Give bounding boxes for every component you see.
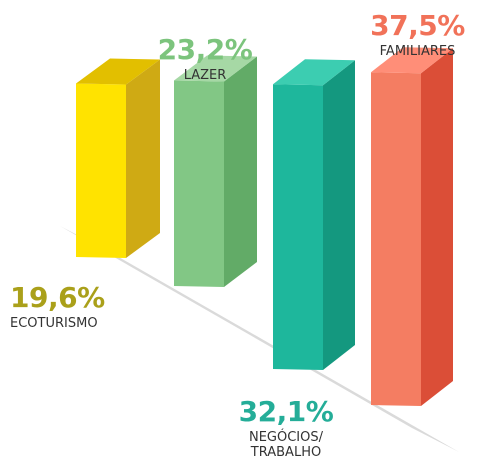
- bar-front-negocios-trabalho: [273, 84, 323, 370]
- floor-shadow: [60, 226, 459, 452]
- label-ecoturismo: 19,6% ECOTURISMO: [10, 284, 125, 332]
- value-label-lazer: 23,2%: [157, 33, 253, 66]
- label-lazer: 23,2% LAZER: [140, 36, 270, 84]
- label-negocios-trabalho: 32,1% NEGÓCIOS/ TRABALHO: [226, 398, 346, 461]
- bar-top-negocios-trabalho: [273, 59, 355, 86]
- category-label-negocios-trabalho: NEGÓCIOS/ TRABALHO: [248, 430, 324, 460]
- category-label-familiares: FAMILIARES: [379, 44, 456, 59]
- bar-top-ecoturismo: [76, 58, 160, 85]
- bar-top-familiares: [371, 47, 453, 74]
- category-label-lazer: LAZER: [183, 68, 227, 83]
- bar-front-ecoturismo: [76, 83, 126, 258]
- value-label-ecoturismo: 19,6%: [10, 281, 105, 314]
- bar-front-lazer: [174, 80, 224, 288]
- category-label-ecoturismo: ECOTURISMO: [10, 316, 98, 331]
- bar-side-lazer: [224, 56, 257, 287]
- bar-side-negocios-trabalho: [323, 60, 355, 371]
- bar-front-familiares: [371, 72, 421, 406]
- bar-side-familiares: [421, 48, 453, 406]
- bar-side-ecoturismo: [126, 59, 160, 259]
- label-familiares: 37,5% FAMILIARES: [360, 12, 475, 60]
- bar-top-lazer: [174, 55, 257, 82]
- value-label-familiares: 37,5%: [370, 9, 465, 42]
- value-label-negocios-trabalho: 32,1%: [238, 395, 334, 428]
